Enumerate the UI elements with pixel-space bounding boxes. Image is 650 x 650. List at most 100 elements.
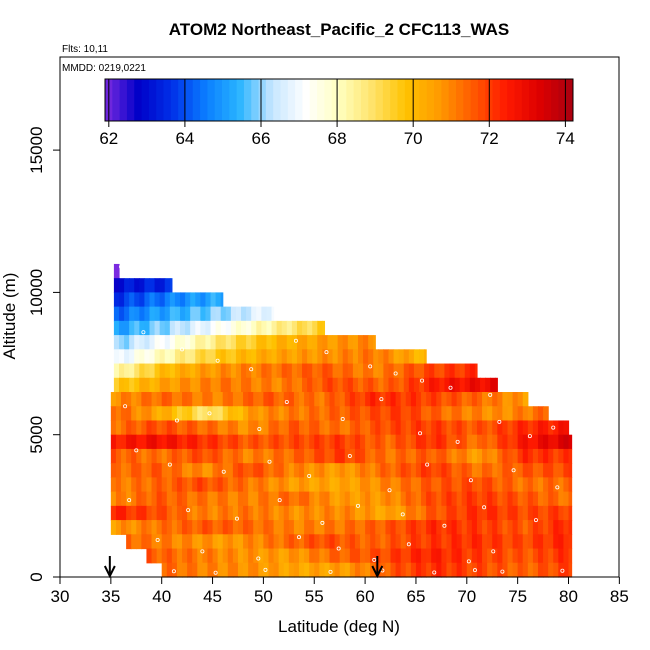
heatmap-cell xyxy=(563,491,570,507)
heatmap-cell xyxy=(131,491,137,507)
colorbar-swatch xyxy=(236,79,245,121)
heatmap-cell xyxy=(426,548,432,564)
heatmap-cell xyxy=(197,491,203,507)
y-tick-label: 15000 xyxy=(27,126,46,173)
heatmap-cell xyxy=(146,520,153,535)
heatmap-cell xyxy=(373,377,379,393)
heatmap-cell xyxy=(339,505,346,521)
heatmap-cell xyxy=(220,320,227,336)
heatmap-cell xyxy=(161,477,168,493)
heatmap-cell xyxy=(195,349,201,365)
heatmap-cell xyxy=(212,392,219,407)
heatmap-cell xyxy=(400,477,407,493)
heatmap-cell xyxy=(154,377,161,393)
heatmap-cell xyxy=(164,349,171,365)
heatmap-cell xyxy=(225,320,232,336)
heatmap-cell xyxy=(456,534,463,550)
heatmap-cell xyxy=(400,392,407,407)
flights-label: Flts: 10,11 xyxy=(62,44,108,55)
heatmap-cell xyxy=(441,420,448,436)
colorbar-swatch xyxy=(243,79,252,121)
heatmap-cell xyxy=(431,406,437,422)
heatmap-cell xyxy=(563,548,570,564)
heatmap-cell xyxy=(126,534,132,550)
heatmap-cell xyxy=(527,491,534,507)
heatmap-cell xyxy=(283,520,290,535)
heatmap-cell xyxy=(110,491,117,507)
heatmap-cell xyxy=(497,477,503,493)
heatmap-cell xyxy=(124,306,130,322)
heatmap-cell xyxy=(517,463,524,478)
heatmap-cell xyxy=(232,534,239,550)
heatmap-cell xyxy=(347,335,354,350)
heatmap-cell xyxy=(461,406,468,422)
heatmap-cell xyxy=(410,420,417,436)
heatmap-cell xyxy=(385,392,392,407)
heatmap-cell xyxy=(248,548,254,564)
colorbar-swatch xyxy=(134,79,143,121)
colorbar-swatch xyxy=(463,79,472,121)
heatmap-cell xyxy=(241,363,247,379)
colorbar-swatch xyxy=(163,79,172,121)
heatmap-cell xyxy=(159,363,166,379)
sample-point xyxy=(123,404,128,409)
heatmap-cell xyxy=(490,377,496,393)
heatmap-cell xyxy=(360,477,366,493)
heatmap-cell xyxy=(243,463,249,478)
heatmap-cell xyxy=(253,534,259,550)
heatmap-cell xyxy=(251,349,257,365)
heatmap-cell xyxy=(441,477,448,493)
heatmap-cell xyxy=(342,335,349,350)
heatmap-cell xyxy=(456,406,463,422)
heatmap-cell xyxy=(278,434,285,450)
colorbar-swatch xyxy=(229,79,238,121)
heatmap-cell xyxy=(118,292,125,308)
sample-point xyxy=(215,358,220,363)
heatmap-cell xyxy=(232,448,239,464)
heatmap-cell xyxy=(126,520,132,535)
sample-point xyxy=(511,468,516,473)
heatmap-cell xyxy=(202,534,209,550)
heatmap-cell xyxy=(299,491,305,507)
heatmap-cell xyxy=(110,520,117,535)
heatmap-cell xyxy=(553,562,559,578)
heatmap-cell xyxy=(543,448,549,464)
heatmap-cell xyxy=(227,505,234,521)
heatmap-cell xyxy=(403,349,410,365)
colorbar-swatch xyxy=(536,79,545,121)
heatmap-cell xyxy=(398,349,405,365)
heatmap-cell xyxy=(164,278,171,293)
heatmap-cell xyxy=(548,491,554,507)
sample-point xyxy=(560,568,565,573)
heatmap-cell xyxy=(176,420,183,436)
heatmap-cell xyxy=(487,392,493,407)
heatmap-cell xyxy=(360,434,366,450)
sample-point xyxy=(307,473,312,478)
heatmap-cell xyxy=(507,562,514,578)
heatmap-cell xyxy=(380,562,387,578)
heatmap-cell xyxy=(185,377,191,393)
heatmap-cell xyxy=(370,463,376,478)
heatmap-cell xyxy=(471,534,478,550)
heatmap-cell xyxy=(217,548,224,564)
heatmap-cell xyxy=(253,477,259,493)
heatmap-cell xyxy=(334,406,341,422)
heatmap-cell xyxy=(156,463,163,478)
heatmap-cell xyxy=(415,463,422,478)
heatmap-cell xyxy=(283,434,290,450)
heatmap-cell xyxy=(344,406,351,422)
heatmap-cell xyxy=(553,434,559,450)
heatmap-cell xyxy=(261,306,268,322)
heatmap-cell xyxy=(243,420,249,436)
heatmap-cell xyxy=(319,562,326,578)
heatmap-cell xyxy=(380,548,387,564)
heatmap-cell xyxy=(471,505,478,521)
heatmap-cell xyxy=(363,349,369,365)
heatmap-cell xyxy=(293,392,300,407)
heatmap-cell xyxy=(131,420,137,436)
heatmap-cell xyxy=(246,306,252,322)
heatmap-cell xyxy=(324,406,331,422)
heatmap-cell xyxy=(131,434,137,450)
heatmap-cell xyxy=(237,491,244,507)
